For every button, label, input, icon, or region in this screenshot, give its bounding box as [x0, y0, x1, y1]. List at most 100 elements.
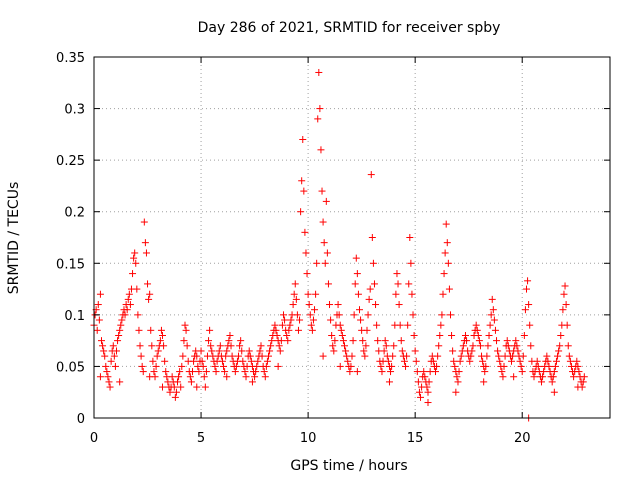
data-point [298, 177, 306, 185]
y-axis-title: SRMTID / TECUs [6, 182, 22, 295]
data-point [264, 352, 272, 360]
data-point [297, 208, 305, 216]
data-point [421, 373, 429, 381]
data-point [121, 311, 129, 319]
data-point [104, 373, 112, 381]
data-point [407, 259, 415, 267]
grid [94, 57, 610, 418]
data-point [533, 357, 541, 365]
y-tick-label: 0 [77, 412, 85, 427]
data-point [353, 270, 361, 278]
data-point [285, 326, 293, 334]
data-point [466, 357, 474, 365]
data-point [551, 362, 559, 370]
data-point [387, 368, 395, 376]
data-point [451, 362, 459, 370]
data-point [398, 347, 406, 355]
data-point [566, 357, 574, 365]
data-point [188, 368, 196, 376]
data-point [351, 280, 359, 288]
data-point [220, 362, 228, 370]
data-point [484, 342, 492, 350]
data-point [157, 326, 165, 334]
data-point [236, 342, 244, 350]
data-point [129, 270, 137, 278]
data-point [311, 306, 319, 314]
data-point [494, 347, 502, 355]
data-point [208, 347, 216, 355]
data-point [241, 368, 249, 376]
data-point [111, 362, 119, 370]
data-point [198, 357, 206, 365]
data-point [355, 306, 363, 314]
data-point [186, 373, 194, 381]
data-point [352, 254, 360, 262]
data-point [256, 347, 264, 355]
data-point [105, 378, 113, 386]
data-point [493, 337, 501, 345]
data-point [454, 378, 462, 386]
data-point [142, 249, 150, 257]
data-point [171, 393, 179, 401]
data-point [348, 352, 356, 360]
data-point [156, 337, 164, 345]
data-point [262, 362, 270, 370]
data-point [159, 383, 167, 391]
data-point [539, 373, 547, 381]
data-point [396, 321, 404, 329]
data-point [424, 388, 432, 396]
data-point [549, 373, 557, 381]
data-point [107, 357, 115, 365]
data-point [565, 352, 573, 360]
data-point [161, 357, 169, 365]
data-point [258, 352, 266, 360]
data-point [147, 326, 155, 334]
data-point [313, 259, 321, 267]
data-point [275, 342, 283, 350]
data-point [215, 347, 223, 355]
data-point [423, 383, 431, 391]
data-point [216, 342, 224, 350]
data-point [482, 362, 490, 370]
data-point [378, 368, 386, 376]
data-point [550, 368, 558, 376]
data-point [429, 357, 437, 365]
data-point [336, 362, 344, 370]
plot-frame [93, 56, 611, 419]
data-point [347, 362, 355, 370]
data-point [248, 378, 256, 386]
data-point [319, 352, 327, 360]
data-point [435, 342, 443, 350]
data-point [322, 197, 330, 205]
data-point [337, 326, 345, 334]
data-point [316, 105, 324, 113]
data-point [346, 368, 354, 376]
data-point [146, 373, 154, 381]
data-point [218, 357, 226, 365]
data-point [148, 342, 156, 350]
data-point [527, 342, 535, 350]
data-point [367, 171, 375, 179]
data-point [519, 352, 527, 360]
data-point [338, 331, 346, 339]
data-point [369, 259, 377, 267]
data-point [247, 357, 255, 365]
data-point [291, 280, 299, 288]
data-point [294, 326, 302, 334]
data-point [289, 301, 297, 309]
data-point [95, 316, 103, 324]
data-point [496, 357, 504, 365]
data-point [126, 301, 134, 309]
data-point [526, 321, 534, 329]
data-point [438, 311, 446, 319]
data-point [381, 337, 389, 345]
data-point [552, 357, 560, 365]
data-point [137, 352, 145, 360]
data-point [411, 347, 419, 355]
data-point [491, 326, 499, 334]
data-point [281, 316, 289, 324]
data-point [436, 331, 444, 339]
data-point [324, 280, 332, 288]
data-point [125, 290, 133, 298]
data-point [172, 388, 180, 396]
